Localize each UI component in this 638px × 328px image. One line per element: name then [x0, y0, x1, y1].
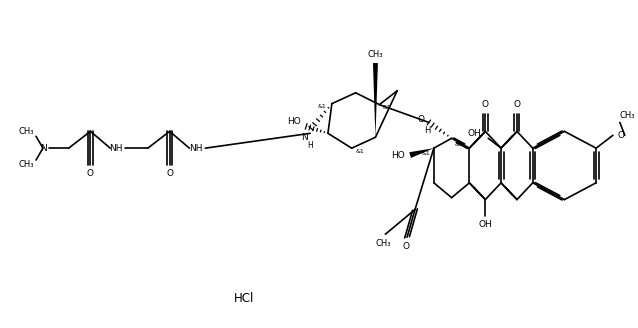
- Text: NH: NH: [110, 144, 123, 153]
- Text: O: O: [87, 169, 94, 178]
- Polygon shape: [373, 63, 378, 137]
- Text: &1: &1: [318, 104, 327, 109]
- Text: H: H: [424, 126, 430, 135]
- Text: O: O: [514, 100, 521, 109]
- Text: O: O: [482, 100, 489, 109]
- Text: N: N: [300, 133, 308, 142]
- Text: NH: NH: [189, 144, 203, 153]
- Text: OH: OH: [478, 220, 492, 229]
- Text: CH₃: CH₃: [19, 127, 34, 136]
- Text: N: N: [41, 144, 47, 153]
- Text: O: O: [417, 115, 424, 124]
- Text: CH₃: CH₃: [620, 111, 635, 120]
- Text: &1: &1: [422, 151, 430, 155]
- Text: &1: &1: [454, 142, 463, 147]
- Text: O: O: [618, 131, 625, 140]
- Text: &1: &1: [383, 105, 392, 110]
- Text: HO: HO: [288, 117, 301, 126]
- Text: &1: &1: [355, 149, 364, 154]
- Text: O: O: [403, 242, 410, 251]
- Text: HCl: HCl: [234, 292, 254, 305]
- Text: CH₃: CH₃: [19, 160, 34, 170]
- Text: O: O: [166, 169, 173, 178]
- Text: CH₃: CH₃: [367, 50, 383, 59]
- Text: OH: OH: [468, 129, 481, 138]
- Text: CH₃: CH₃: [376, 239, 391, 248]
- Text: H: H: [308, 141, 313, 150]
- Text: HO: HO: [391, 151, 405, 160]
- Polygon shape: [409, 148, 434, 158]
